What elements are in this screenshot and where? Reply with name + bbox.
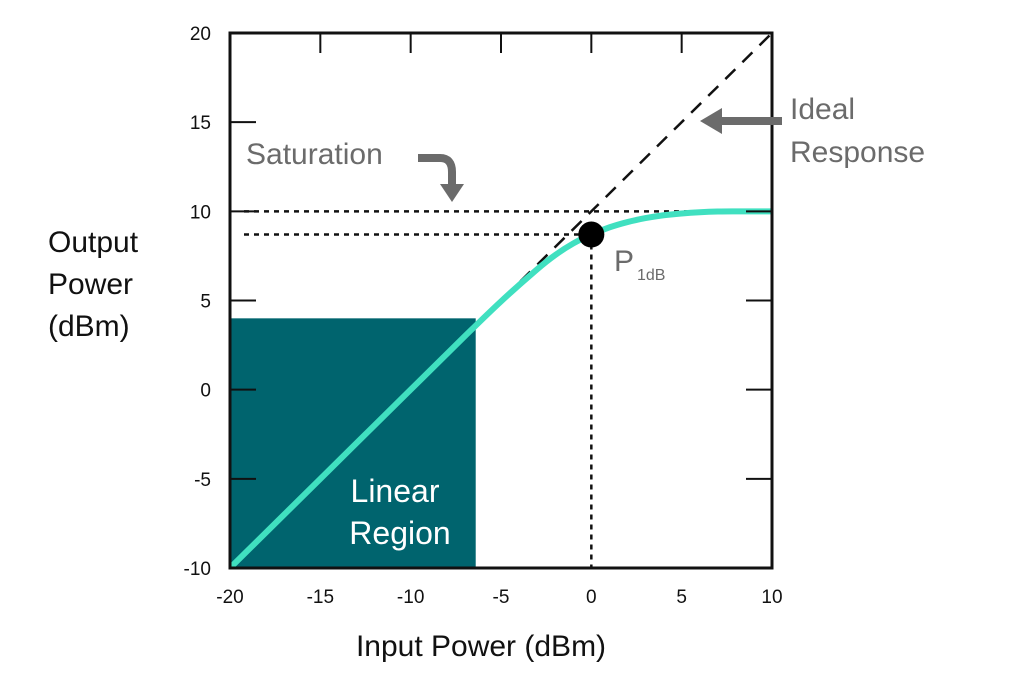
x-tick-label: -15 (307, 587, 334, 608)
x-tick-label: -5 (493, 587, 510, 608)
y-axis-title-line1: Output (48, 226, 139, 259)
x-axis-title: Input Power (dBm) (356, 630, 606, 663)
x-tick-label: -10 (397, 587, 424, 608)
y-tick-label: -10 (184, 559, 211, 580)
x-tick-label: 0 (586, 587, 597, 608)
linear-region-label-line2: Region (349, 515, 450, 551)
x-tick-label: 5 (676, 587, 687, 608)
saturation-arrow (418, 154, 464, 202)
y-tick-label: -5 (194, 470, 211, 491)
y-tick-label: 5 (200, 292, 211, 313)
p1db-label: P (614, 245, 634, 278)
ideal-response-arrow (700, 108, 782, 134)
y-tick-label: 0 (200, 381, 211, 402)
y-tick-label: 10 (190, 202, 211, 223)
x-tick-label: -20 (216, 587, 243, 608)
linear-region-label-line1: Linear (351, 473, 440, 509)
y-axis-title-line2: Power (48, 268, 133, 301)
y-axis-title-line3: (dBm) (48, 310, 130, 343)
x-tick-labels: -20 -15 -10 -5 0 5 10 (216, 587, 782, 608)
y-tick-labels: -10 -5 0 5 10 15 20 (184, 24, 211, 580)
ideal-response-label-line1: Ideal (790, 93, 855, 126)
y-tick-label: 15 (190, 113, 211, 134)
series-layer (230, 33, 772, 568)
x-tick-label: 10 (761, 587, 782, 608)
y-tick-label: 20 (190, 24, 211, 45)
p1db-marker (578, 221, 605, 248)
saturation-label: Saturation (246, 138, 383, 171)
ideal-response-label-line2: Response (790, 136, 925, 169)
p1db-label-subscript: 1dB (637, 267, 665, 284)
